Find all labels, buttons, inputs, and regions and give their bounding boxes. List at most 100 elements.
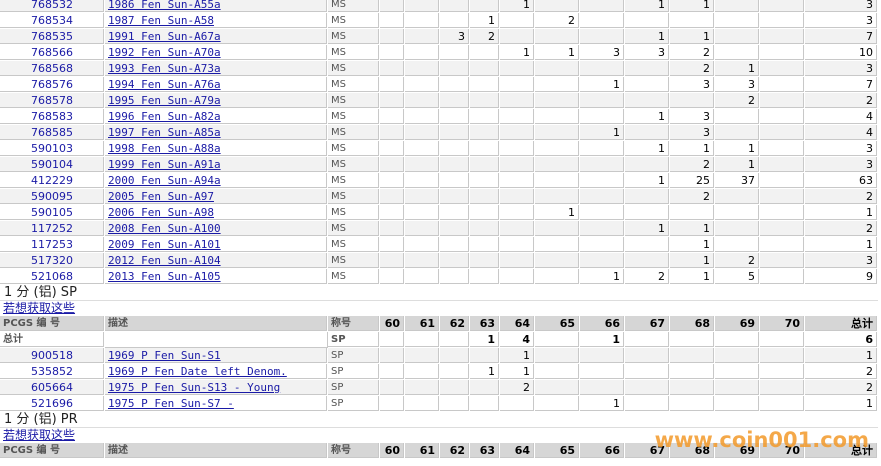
designation: MS [328, 157, 379, 172]
total: 7 [805, 29, 877, 44]
grade-count: 5 [715, 269, 759, 284]
description[interactable]: 1994 Fen Sun-A76a [105, 77, 327, 92]
pcgs-number[interactable]: 900518 [0, 348, 104, 363]
description[interactable]: 1998 Fen Sun-A88a [105, 141, 327, 156]
grade-count [715, 205, 759, 220]
grade-count: 2 [625, 269, 669, 284]
description[interactable]: 2009 Fen Sun-A101 [105, 237, 327, 252]
pcgs-number[interactable]: 768566 [0, 45, 104, 60]
pcgs-number[interactable]: 768535 [0, 29, 104, 44]
pcgs-number[interactable]: 590105 [0, 205, 104, 220]
description[interactable]: 1993 Fen Sun-A73a [105, 61, 327, 76]
grade-count [760, 364, 804, 379]
description[interactable]: 2013 Fen Sun-A105 [105, 269, 327, 284]
pcgs-number[interactable]: 517320 [0, 253, 104, 268]
total: 10 [805, 45, 877, 60]
designation: MS [328, 0, 379, 12]
pcgs-number[interactable]: 535852 [0, 364, 104, 379]
grade-count [535, 29, 579, 44]
pcgs-number[interactable]: 117253 [0, 237, 104, 252]
description[interactable]: 2012 Fen Sun-A104 [105, 253, 327, 268]
pcgs-number[interactable]: 768534 [0, 13, 104, 28]
section-link[interactable]: 若想获取这些 [3, 428, 76, 442]
description[interactable]: 1975 P Fen Sun-S7 - [105, 396, 327, 411]
grade-count [670, 396, 714, 411]
grade-count [405, 396, 439, 411]
grade-count [715, 221, 759, 236]
grade-count [760, 0, 804, 12]
grade-count: 1 [580, 396, 624, 411]
pcgs-number[interactable]: 768532 [0, 0, 104, 12]
grade-count: 2 [670, 61, 714, 76]
pcgs-number[interactable]: 590103 [0, 141, 104, 156]
grade-count [715, 109, 759, 124]
pcgs-number[interactable]: 412229 [0, 173, 104, 188]
grade-count [500, 396, 534, 411]
total: 3 [805, 253, 877, 268]
description[interactable]: 1969 P Fen Date left Denom. [105, 364, 327, 379]
description[interactable]: 2000 Fen Sun-A94a [105, 173, 327, 188]
description[interactable]: 2008 Fen Sun-A100 [105, 221, 327, 236]
grade-count [715, 45, 759, 60]
description[interactable]: 1992 Fen Sun-A70a [105, 45, 327, 60]
grade-count: 1 [470, 13, 499, 28]
description[interactable]: 1995 Fen Sun-A79a [105, 93, 327, 108]
grade-count [500, 125, 534, 140]
grade-count [500, 173, 534, 188]
pcgs-number[interactable]: 768585 [0, 125, 104, 140]
pcgs-number[interactable]: 768568 [0, 61, 104, 76]
pcgs-number[interactable]: 117252 [0, 221, 104, 236]
grade-count [380, 0, 404, 12]
description[interactable]: 2005 Fen Sun-A97 [105, 189, 327, 204]
description[interactable]: 1987 Fen Sun-A58 [105, 13, 327, 28]
description[interactable]: 1975 P Fen Sun-S13 - Young [105, 380, 327, 395]
description[interactable]: 1986 Fen Sun-A55a [105, 0, 327, 12]
header-cell: 称号 [328, 316, 379, 331]
pcgs-number[interactable]: 521068 [0, 269, 104, 284]
description[interactable]: 1997 Fen Sun-A85a [105, 125, 327, 140]
grade-count [440, 173, 469, 188]
designation: MS [328, 253, 379, 268]
header-cell: 66 [580, 316, 624, 331]
header-cell: PCGS 编 号 [0, 316, 104, 331]
data-row: 517320 2012 Fen Sun-A104 MS 1 2 3 [0, 253, 878, 269]
section-link[interactable]: 若想获取这些 [3, 301, 76, 315]
summary-label: 总计 [0, 332, 104, 347]
grade-count [380, 93, 404, 108]
description[interactable]: 1969 P Fen Sun-S1 [105, 348, 327, 363]
grade-count [760, 29, 804, 44]
grade-count [470, 396, 499, 411]
data-row: 117252 2008 Fen Sun-A100 MS 1 1 2 [0, 221, 878, 237]
grade-count [670, 364, 714, 379]
pcgs-number[interactable]: 590095 [0, 189, 104, 204]
grade-count: 1 [670, 141, 714, 156]
designation: MS [328, 13, 379, 28]
grade-count [760, 269, 804, 284]
pcgs-number[interactable]: 590104 [0, 157, 104, 172]
data-row: 768583 1996 Fen Sun-A82a MS 1 3 4 [0, 109, 878, 125]
grade-count [405, 253, 439, 268]
header-cell: 65 [535, 316, 579, 331]
description[interactable]: 1999 Fen Sun-A91a [105, 157, 327, 172]
grade-count [440, 221, 469, 236]
description[interactable]: 1996 Fen Sun-A82a [105, 109, 327, 124]
header-row: PCGS 编 号描述 称号 60 61 62 63 64 65 66 67 68 69 70 总计 [0, 443, 878, 459]
pcgs-number[interactable]: 768578 [0, 93, 104, 108]
header-cell: 总计 [805, 316, 877, 331]
grade-count [625, 157, 669, 172]
grade-count [535, 125, 579, 140]
grade-count: 1 [625, 141, 669, 156]
header-row: PCGS 编 号描述 称号 60 61 62 63 64 65 66 67 68 69 70 总计 [0, 316, 878, 332]
grade-count [535, 332, 579, 347]
total: 9 [805, 269, 877, 284]
description[interactable]: 1991 Fen Sun-A67a [105, 29, 327, 44]
grade-count: 2 [670, 189, 714, 204]
pcgs-number[interactable]: 768576 [0, 77, 104, 92]
total: 3 [805, 13, 877, 28]
header-cell: 68 [670, 316, 714, 331]
pcgs-number[interactable]: 768583 [0, 109, 104, 124]
pcgs-number[interactable]: 521696 [0, 396, 104, 411]
pcgs-number[interactable]: 605664 [0, 380, 104, 395]
description[interactable]: 2006 Fen Sun-A98 [105, 205, 327, 220]
header-cell: 60 [380, 316, 404, 331]
